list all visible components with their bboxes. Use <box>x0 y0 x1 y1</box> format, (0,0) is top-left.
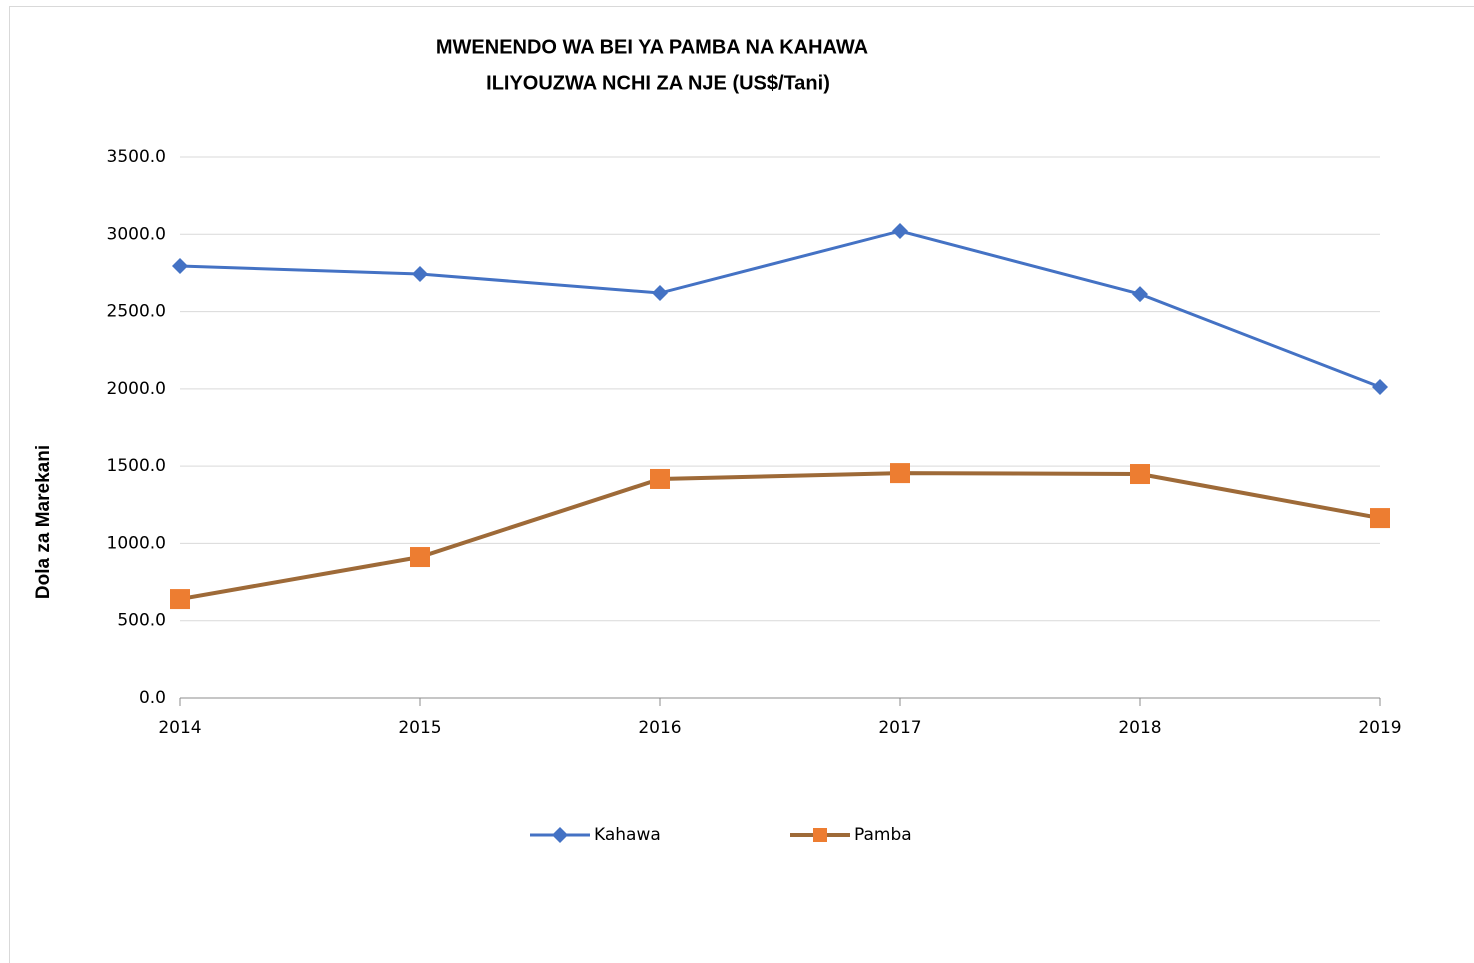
series-line <box>179 471 1381 602</box>
chart-frame <box>9 6 1474 963</box>
y-tick-label: 2000.0 <box>107 379 166 399</box>
data-point <box>412 266 428 283</box>
y-tick-label: 1500.0 <box>107 456 166 476</box>
y-tick-label: 2500.0 <box>107 302 166 322</box>
data-point <box>170 589 190 610</box>
x-tick-label: 2019 <box>1358 718 1401 738</box>
y-tick-label: 1000.0 <box>107 533 166 553</box>
x-tick-label: 2017 <box>878 718 921 738</box>
y-tick-label: 0.0 <box>139 688 166 708</box>
x-tick-label: 2016 <box>638 718 681 738</box>
x-tick-label: 2015 <box>398 718 441 738</box>
data-point <box>410 547 430 568</box>
data-point <box>172 257 188 274</box>
chart-title: MWENENDO WA BEI YA PAMBA NA KAHAWA <box>436 36 868 58</box>
data-point <box>892 223 908 240</box>
series-line <box>179 229 1381 389</box>
legend-label: Kahawa <box>594 825 661 845</box>
data-point <box>1132 286 1148 303</box>
legend-label: Pamba <box>854 825 912 845</box>
data-point <box>1130 464 1150 485</box>
y-axis-label: Dola za Marekani <box>33 445 54 599</box>
y-tick-label: 500.0 <box>117 611 166 631</box>
y-tick-label: 3000.0 <box>107 224 166 244</box>
legend-marker <box>552 827 568 843</box>
chart-title: ILIYOUZWA NCHI ZA NJE (US$/Tani) <box>486 72 830 94</box>
y-tick-label: 3500.0 <box>107 147 166 167</box>
data-point <box>890 463 910 484</box>
legend-marker <box>813 828 827 842</box>
data-point <box>652 285 668 302</box>
data-point <box>1372 379 1388 396</box>
data-point <box>1370 508 1390 529</box>
x-tick-label: 2018 <box>1118 718 1161 738</box>
data-point <box>650 468 670 489</box>
x-tick-label: 2014 <box>158 718 201 738</box>
